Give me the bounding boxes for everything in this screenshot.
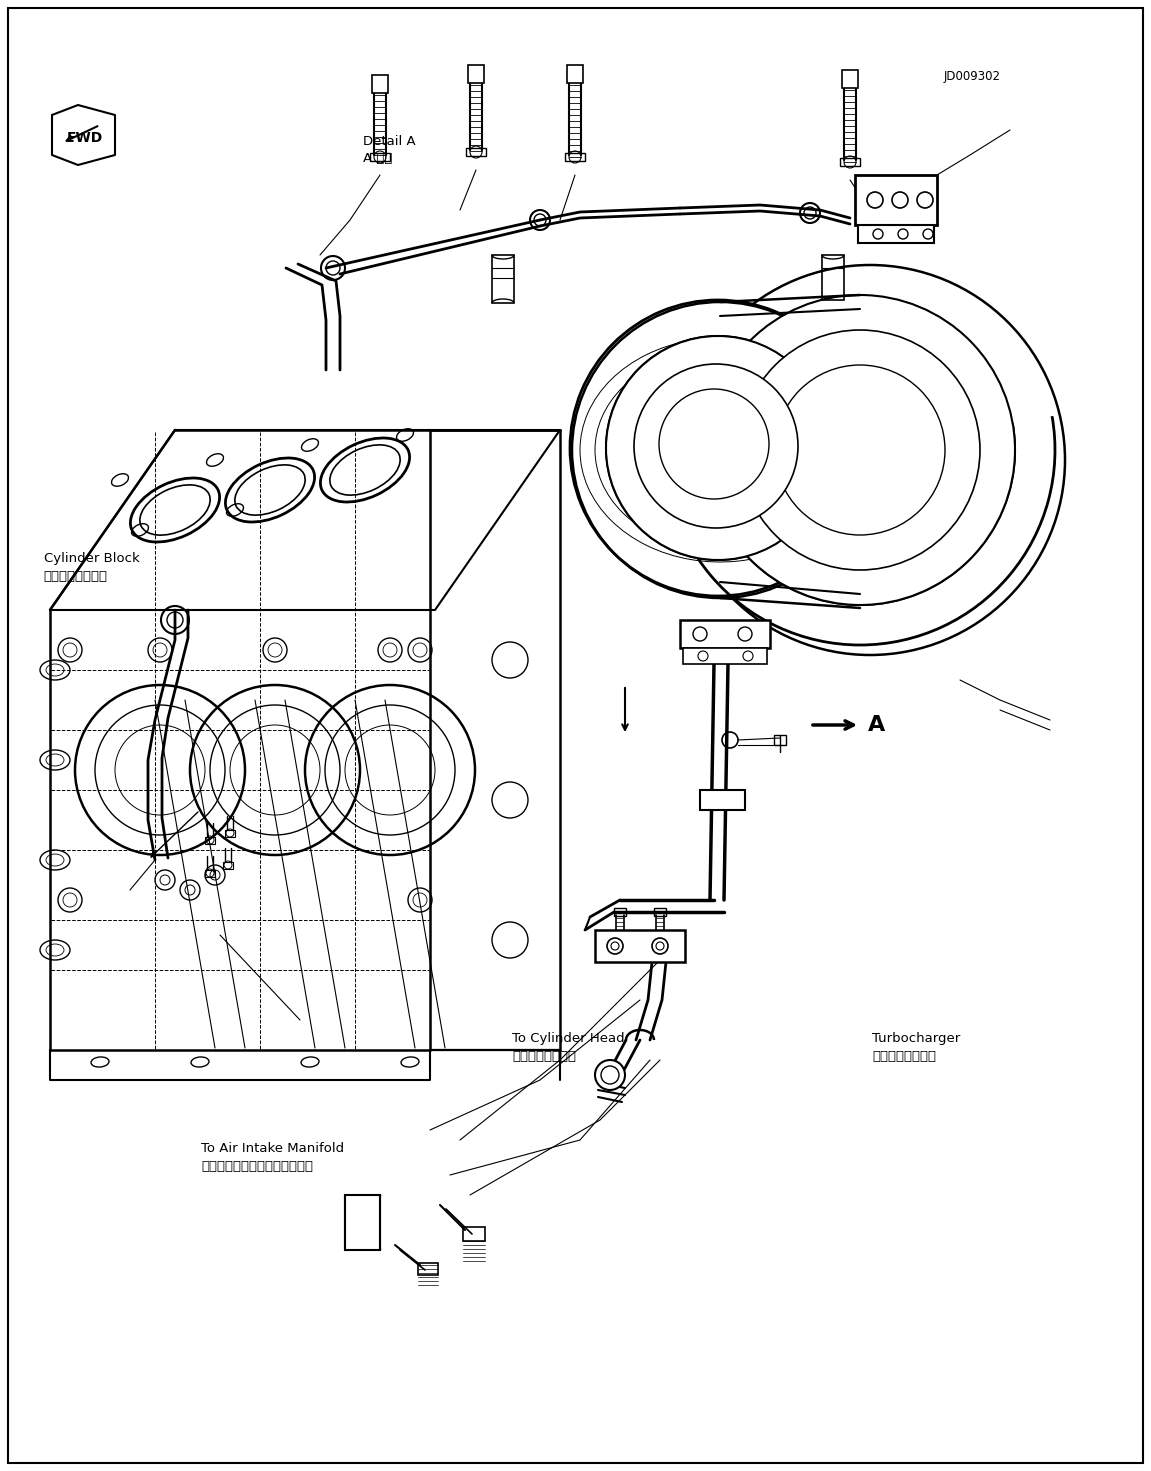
Bar bbox=[855, 175, 937, 225]
Bar bbox=[700, 790, 745, 811]
Bar bbox=[840, 157, 860, 166]
Text: Detail A: Detail A bbox=[363, 135, 416, 147]
Bar bbox=[345, 1194, 380, 1250]
Text: Cylinder Block: Cylinder Block bbox=[44, 553, 139, 565]
Circle shape bbox=[706, 296, 1015, 605]
Bar bbox=[205, 869, 215, 877]
Circle shape bbox=[595, 1061, 625, 1090]
Text: エアーインテークマニホルドへ: エアーインテークマニホルドへ bbox=[201, 1161, 313, 1172]
Text: To Cylinder Head: To Cylinder Head bbox=[512, 1033, 625, 1044]
Bar bbox=[372, 75, 388, 93]
Text: A: A bbox=[868, 715, 885, 736]
Bar bbox=[491, 254, 514, 303]
Text: A 詳細: A 詳細 bbox=[363, 153, 392, 165]
Bar bbox=[822, 254, 844, 300]
Bar bbox=[654, 908, 666, 916]
Text: ターボチャージャ: ターボチャージャ bbox=[872, 1050, 937, 1062]
Circle shape bbox=[605, 335, 830, 560]
Text: FWD: FWD bbox=[67, 131, 104, 146]
Text: シリンダヘッドへ: シリンダヘッドへ bbox=[512, 1050, 577, 1062]
Text: シリンダブロック: シリンダブロック bbox=[44, 571, 108, 583]
Bar bbox=[418, 1264, 439, 1275]
Bar bbox=[369, 153, 390, 160]
Bar bbox=[683, 649, 767, 663]
Bar bbox=[466, 149, 486, 156]
Bar bbox=[223, 862, 233, 869]
Bar bbox=[595, 930, 685, 962]
Bar bbox=[680, 619, 770, 649]
Text: To Air Intake Manifold: To Air Intake Manifold bbox=[201, 1143, 344, 1155]
Bar bbox=[565, 153, 585, 160]
Circle shape bbox=[740, 330, 980, 569]
Circle shape bbox=[634, 363, 798, 528]
Circle shape bbox=[660, 388, 769, 499]
Bar bbox=[463, 1227, 485, 1242]
Bar bbox=[205, 837, 215, 844]
Bar bbox=[843, 71, 857, 88]
Bar bbox=[773, 736, 786, 744]
Bar bbox=[224, 830, 235, 837]
Bar bbox=[567, 65, 584, 82]
Text: Turbocharger: Turbocharger bbox=[872, 1033, 961, 1044]
Circle shape bbox=[775, 365, 945, 535]
Bar bbox=[468, 65, 485, 82]
Text: JD009302: JD009302 bbox=[944, 71, 1001, 82]
Circle shape bbox=[674, 265, 1065, 655]
Bar bbox=[857, 225, 933, 243]
Circle shape bbox=[572, 302, 868, 599]
Bar bbox=[613, 908, 626, 916]
